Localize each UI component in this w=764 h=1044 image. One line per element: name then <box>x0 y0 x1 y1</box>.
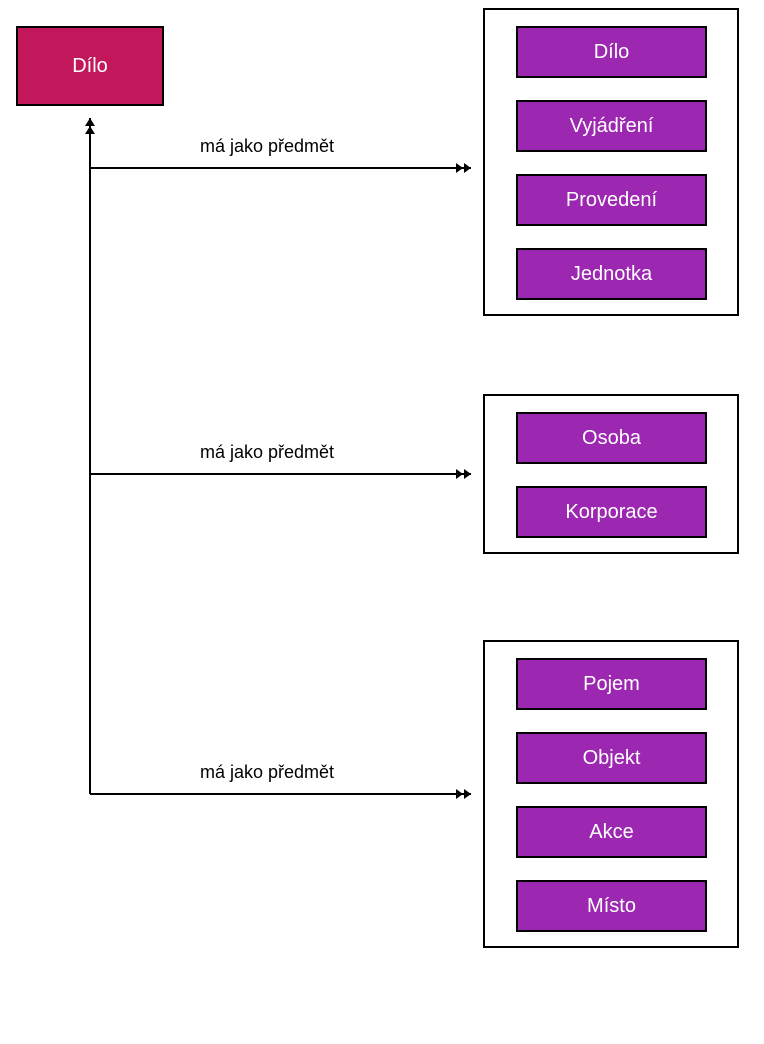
node-label: Korporace <box>565 501 657 524</box>
node-label: Místo <box>587 895 636 918</box>
node-label: Provedení <box>566 189 657 212</box>
node-label: Jednotka <box>571 263 652 286</box>
edge-label-1: má jako předmět <box>200 136 334 157</box>
edge-label-2: má jako předmět <box>200 442 334 463</box>
source-node-dilo: Dílo <box>16 26 164 106</box>
node-provedeni: Provedení <box>516 174 707 226</box>
node-label: Akce <box>589 821 633 844</box>
node-vyjadreni: Vyjádření <box>516 100 707 152</box>
diagram-canvas: Dílo Dílo Vyjádření Provedení Jednotka O… <box>0 0 764 1044</box>
node-pojem: Pojem <box>516 658 707 710</box>
node-label: Vyjádření <box>570 115 654 138</box>
node-akce: Akce <box>516 806 707 858</box>
node-korporace: Korporace <box>516 486 707 538</box>
node-label: Osoba <box>582 427 641 450</box>
node-jednotka: Jednotka <box>516 248 707 300</box>
node-label: Objekt <box>583 747 641 770</box>
node-osoba: Osoba <box>516 412 707 464</box>
edge-label-3: má jako předmět <box>200 762 334 783</box>
node-objekt: Objekt <box>516 732 707 784</box>
node-label: Dílo <box>594 41 630 64</box>
edge-stem-arrow <box>85 118 95 134</box>
node-misto: Místo <box>516 880 707 932</box>
node-dilo: Dílo <box>516 26 707 78</box>
node-label: Pojem <box>583 673 640 696</box>
source-node-label: Dílo <box>72 55 108 78</box>
